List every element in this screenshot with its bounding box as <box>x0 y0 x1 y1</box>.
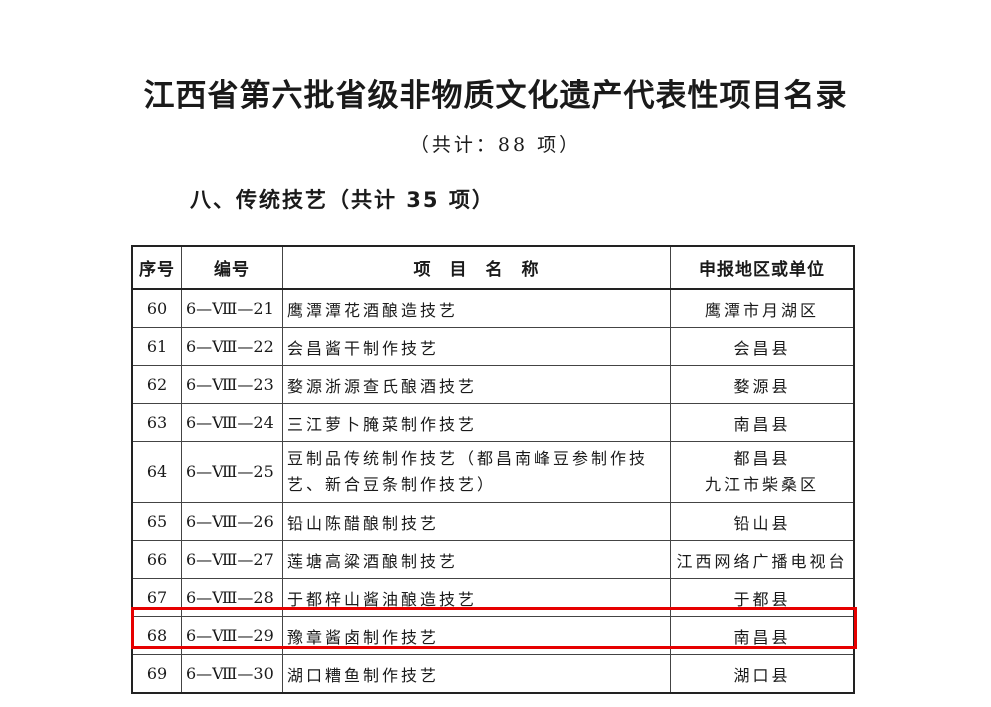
cell-code: 6—Ⅷ—28 <box>181 578 283 617</box>
cell-region: 江西网络广播电视台 <box>670 540 855 579</box>
cell-region: 湖口县 <box>670 654 855 694</box>
document-title: 江西省第六批省级非物质文化遗产代表性项目名录 <box>143 78 848 114</box>
cell-index: 63 <box>131 403 182 442</box>
table-row: 60 6—Ⅷ—21 鹰潭潭花酒酿造技艺 鹰潭市月湖区 <box>131 288 855 328</box>
cell-code: 6—Ⅷ—25 <box>181 441 283 503</box>
table-row: 62 6—Ⅷ—23 婺源浙源查氏酿酒技艺 婺源县 <box>131 365 855 404</box>
cell-region: 铅山县 <box>670 502 855 541</box>
cell-index: 66 <box>131 540 182 579</box>
cell-index: 69 <box>131 654 182 694</box>
table-row: 64 6—Ⅷ—25 豆制品传统制作技艺（都昌南峰豆参制作技艺、新合豆条制作技艺） 都昌… <box>131 441 855 503</box>
cell-name: 会昌酱干制作技艺 <box>282 327 671 366</box>
cell-code: 6—Ⅷ—27 <box>181 540 283 579</box>
cell-region: 婺源县 <box>670 365 855 404</box>
header-index: 序号 <box>131 245 182 290</box>
cell-name: 婺源浙源查氏酿酒技艺 <box>282 365 671 404</box>
cell-region: 会昌县 <box>670 327 855 366</box>
cell-index: 62 <box>131 365 182 404</box>
table-row: 66 6—Ⅷ—27 莲塘高粱酒酿制技艺 江西网络广播电视台 <box>131 540 855 579</box>
cell-region: 都昌县 九江市柴桑区 <box>670 441 855 503</box>
cell-code: 6—Ⅷ—26 <box>181 502 283 541</box>
cell-index: 60 <box>131 288 182 328</box>
cell-index: 61 <box>131 327 182 366</box>
cell-name: 于都梓山酱油酿造技艺 <box>282 578 671 617</box>
header-name: 项 目 名 称 <box>282 245 671 290</box>
cell-name: 鹰潭潭花酒酿造技艺 <box>282 288 671 328</box>
cell-index: 64 <box>131 441 182 503</box>
cell-name: 豆制品传统制作技艺（都昌南峰豆参制作技艺、新合豆条制作技艺） <box>282 441 671 503</box>
document-subtitle: （共计：88 项） <box>409 134 582 156</box>
table-row: 65 6—Ⅷ—26 铅山陈醋酿制技艺 铅山县 <box>131 502 855 541</box>
cell-code: 6—Ⅷ—21 <box>181 288 283 328</box>
cell-name: 湖口糟鱼制作技艺 <box>282 654 671 694</box>
heritage-table: 序号 编号 项 目 名 称 申报地区或单位 60 6—Ⅷ—21 鹰潭潭花酒酿造技艺鹰… <box>131 245 855 694</box>
table-row: 69 6—Ⅷ—30 湖口糟鱼制作技艺 湖口县 <box>131 654 855 694</box>
cell-name: 莲塘高粱酒酿制技艺 <box>282 540 671 579</box>
cell-code: 6—Ⅷ—22 <box>181 327 283 366</box>
cell-name: 三江萝卜腌菜制作技艺 <box>282 403 671 442</box>
section-heading: 八、传统技艺（共计 35 项） <box>190 188 495 212</box>
cell-region: 南昌县 <box>670 403 855 442</box>
table-header-row: 序号 编号 项 目 名 称 申报地区或单位 <box>131 245 855 290</box>
cell-code: 6—Ⅷ—24 <box>181 403 283 442</box>
table-row: 63 6—Ⅷ—24 三江萝卜腌菜制作技艺 南昌县 <box>131 403 855 442</box>
cell-index: 65 <box>131 502 182 541</box>
cell-code: 6—Ⅷ—30 <box>181 654 283 694</box>
cell-code: 6—Ⅷ—23 <box>181 365 283 404</box>
header-region: 申报地区或单位 <box>670 245 855 290</box>
table-row: 61 6—Ⅷ—22 会昌酱干制作技艺 会昌县 <box>131 327 855 366</box>
cell-name: 铅山陈醋酿制技艺 <box>282 502 671 541</box>
header-code: 编号 <box>181 245 283 290</box>
highlight-box <box>131 607 857 649</box>
cell-region: 鹰潭市月湖区 <box>670 288 855 328</box>
